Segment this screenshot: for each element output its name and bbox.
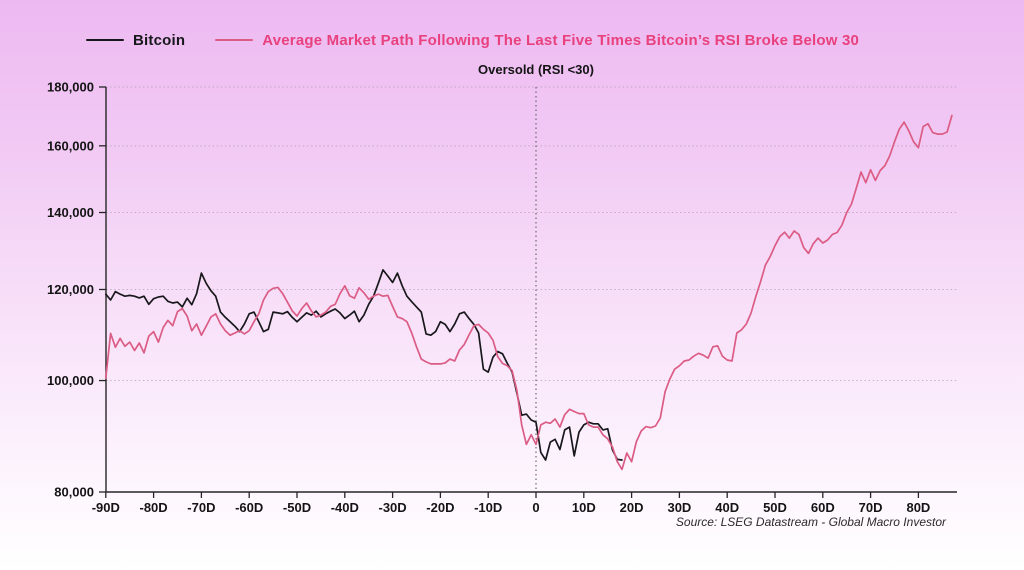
bitcoin-line-swatch	[86, 38, 124, 42]
y-tick-label: 140,000	[47, 205, 94, 220]
average-path-line-swatch	[215, 38, 254, 42]
x-tick-label: 0	[532, 500, 539, 515]
x-tick-label: 10D	[572, 500, 596, 515]
x-tick-label: 60D	[811, 500, 835, 515]
y-tick-label: 180,000	[47, 80, 94, 95]
x-tick-label: -60D	[235, 500, 263, 515]
x-tick-label: 50D	[763, 500, 787, 515]
series-line-bitcoin	[104, 269, 623, 461]
y-tick-label: 160,000	[47, 138, 94, 153]
x-tick-label: 30D	[667, 500, 691, 515]
x-tick-label: -20D	[426, 500, 454, 515]
y-tick-label: 80,000	[54, 485, 94, 500]
x-tick-label: -90D	[92, 500, 120, 515]
x-tick-label: -40D	[331, 500, 359, 515]
x-tick-label: 80D	[906, 500, 930, 515]
source-credit: Source: LSEG Datastream - Global Macro I…	[675, 515, 946, 529]
x-tick-label: -30D	[379, 500, 407, 515]
y-tick-label: 100,000	[47, 373, 94, 388]
x-tick-label: -80D	[140, 500, 168, 515]
legend: Bitcoin Average Market Path Following Th…	[86, 29, 859, 51]
x-tick-label: 70D	[859, 500, 883, 515]
x-tick-label: 40D	[715, 500, 739, 515]
legend-label-bitcoin: Bitcoin	[133, 31, 186, 49]
y-tick-label: 120,000	[47, 282, 94, 297]
x-tick-label: 20D	[620, 500, 644, 515]
x-tick-label: -50D	[283, 500, 311, 515]
series-line-average-path	[104, 114, 953, 471]
x-tick-label: -70D	[187, 500, 215, 515]
oversold-annotation: Oversold (RSI <30)	[478, 62, 594, 77]
x-tick-label: -10D	[474, 500, 502, 515]
legend-label-average-path: Average Market Path Following The Last F…	[262, 31, 860, 49]
